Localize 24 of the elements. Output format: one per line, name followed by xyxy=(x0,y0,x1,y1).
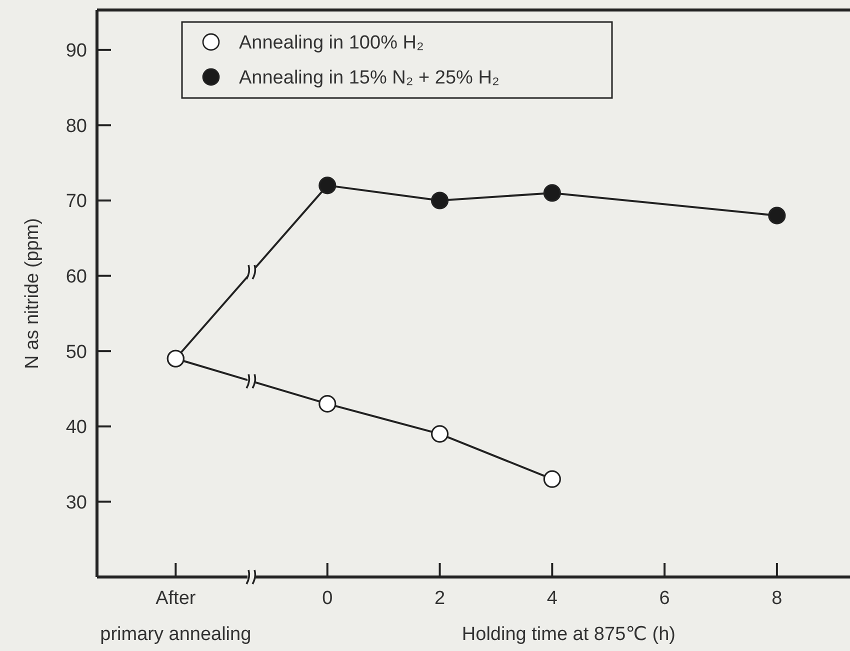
y-tick-label: 60 xyxy=(66,266,87,288)
y-axis-title: N as nitride (ppm) xyxy=(22,218,43,369)
y-tick-label: 50 xyxy=(66,342,87,363)
x-tick-label: 8 xyxy=(772,588,782,609)
x-tick-label: 2 xyxy=(434,588,446,609)
x-tick-label: 6 xyxy=(659,588,670,609)
y-tick-label: 80 xyxy=(66,116,87,137)
point xyxy=(543,184,561,202)
legend-label: Annealing in 100% H₂ xyxy=(239,32,424,54)
x-axis-title: Holding time at 875℃ (h) xyxy=(462,624,676,645)
point xyxy=(543,470,561,488)
point xyxy=(318,176,336,194)
point xyxy=(768,206,786,224)
x-tick-label: 4 xyxy=(546,588,558,609)
legend-label: Annealing in 15% N₂ + 25% H₂ xyxy=(239,68,500,89)
point xyxy=(430,192,449,210)
x-tick-label: 0 xyxy=(322,588,333,609)
y-tick-label: 90 xyxy=(66,40,87,62)
x-tick-label: After primary annealing xyxy=(100,588,252,645)
point xyxy=(318,395,336,413)
point xyxy=(430,425,449,443)
y-tick-label: 70 xyxy=(66,191,87,212)
y-tick-label: 40 xyxy=(66,417,87,438)
y-tick-label: 30 xyxy=(66,492,87,514)
